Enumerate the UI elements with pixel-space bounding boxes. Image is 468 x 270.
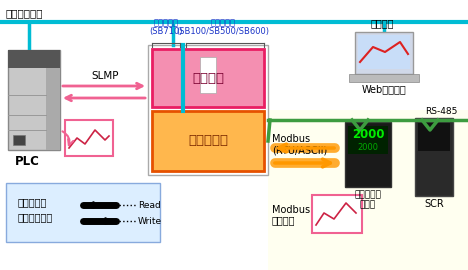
Text: 内部バス: 内部バス [192,72,224,85]
FancyBboxPatch shape [418,123,450,151]
FancyBboxPatch shape [8,50,60,68]
FancyBboxPatch shape [358,35,410,69]
Text: マスター器: マスター器 [154,18,178,27]
FancyBboxPatch shape [13,135,25,145]
Text: 2000: 2000 [352,127,384,140]
FancyBboxPatch shape [312,195,362,233]
FancyBboxPatch shape [355,32,413,74]
FancyBboxPatch shape [152,49,264,107]
FancyBboxPatch shape [200,57,216,93]
FancyBboxPatch shape [65,120,113,156]
Text: SLMP: SLMP [91,71,119,81]
FancyBboxPatch shape [46,68,60,150]
FancyBboxPatch shape [8,50,60,150]
Text: スレーブ器: スレーブ器 [211,18,235,27]
Text: Modbus
(RTU/ASCII): Modbus (RTU/ASCII) [272,134,327,156]
Text: (SB100/SB500/SB600): (SB100/SB500/SB600) [176,27,270,36]
Text: マスター／
クライアント: マスター／ クライアント [18,197,53,222]
Text: 2000: 2000 [358,143,379,153]
Text: RS-485: RS-485 [425,107,458,116]
FancyBboxPatch shape [6,183,160,242]
Text: Webブラウザ: Webブラウザ [362,84,406,94]
Text: Modbus: Modbus [272,205,310,215]
FancyBboxPatch shape [345,122,391,187]
Text: イーサネット: イーサネット [6,8,44,18]
Text: データ共有: データ共有 [188,134,228,147]
Text: (SB710): (SB710) [149,27,183,36]
FancyBboxPatch shape [268,110,468,270]
Text: 対応機器: 対応機器 [272,215,295,225]
FancyBboxPatch shape [349,74,419,82]
FancyBboxPatch shape [152,111,264,171]
Text: SCR: SCR [424,199,444,209]
FancyBboxPatch shape [148,45,268,175]
Text: パソコン: パソコン [370,18,394,28]
Text: Read: Read [138,201,161,210]
Text: PLC: PLC [15,155,39,168]
Text: プログラム
調節計: プログラム 調節計 [355,190,381,210]
FancyBboxPatch shape [348,126,388,154]
Text: Write: Write [138,217,162,225]
FancyBboxPatch shape [415,118,453,196]
